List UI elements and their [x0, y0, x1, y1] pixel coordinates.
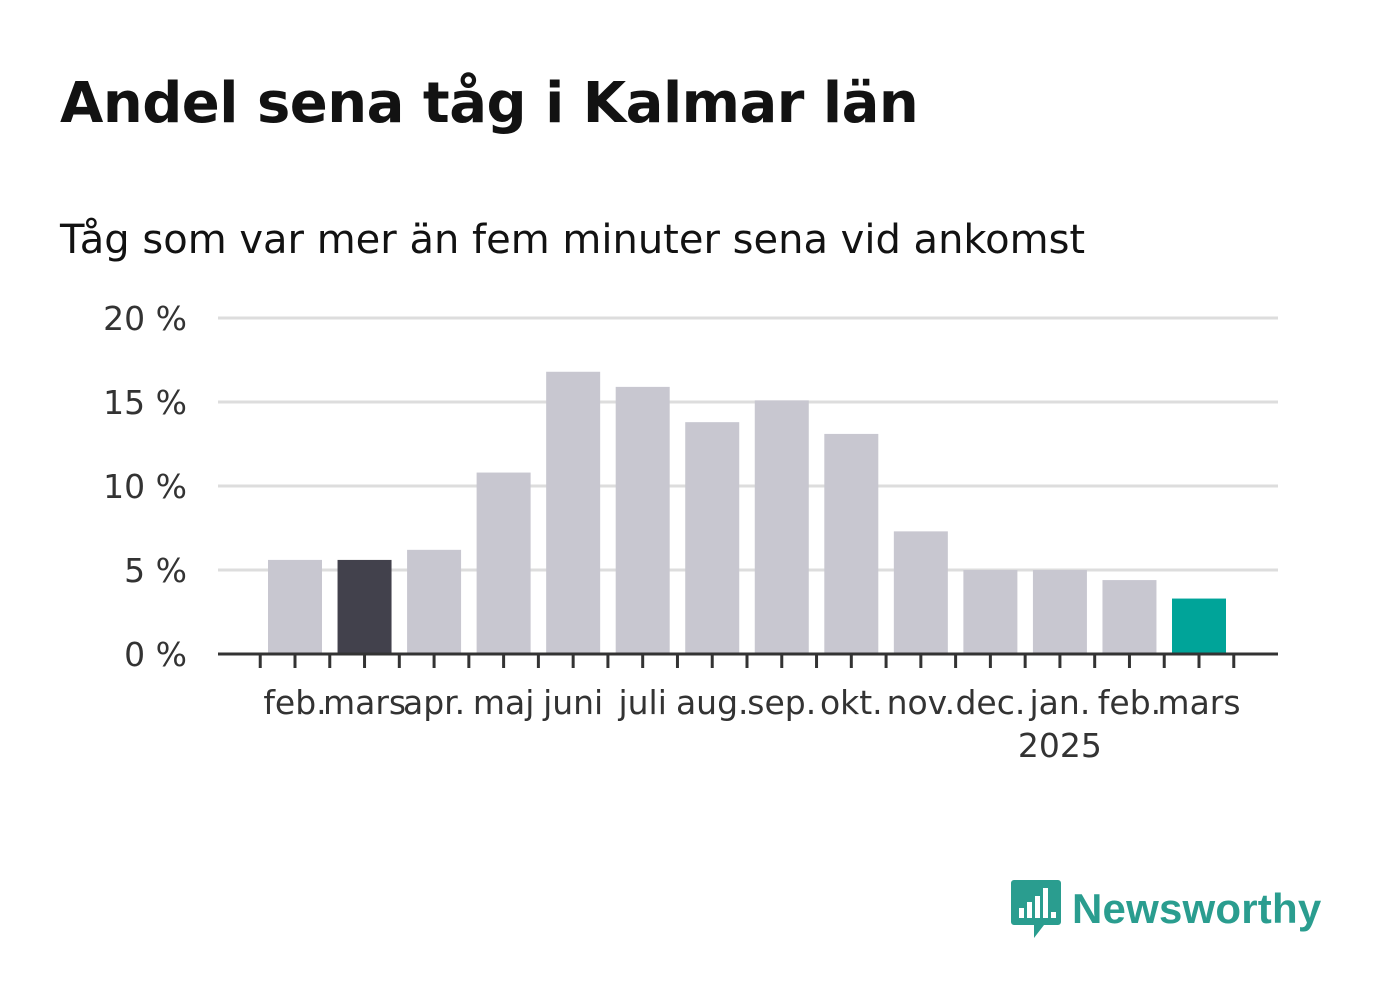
grid-lines	[218, 316, 1278, 572]
x-tick-label: feb.	[1098, 683, 1161, 722]
y-tick-label: 20 %	[103, 299, 187, 338]
x-tick-label: apr.	[403, 683, 465, 722]
bar	[1172, 598, 1226, 654]
x-tick-label: jan.	[1029, 683, 1091, 722]
bar	[1102, 580, 1157, 654]
bar	[546, 371, 601, 654]
y-tick-label: 5 %	[124, 551, 187, 590]
newsworthy-logo: Newsworthy	[1010, 878, 1321, 940]
x-tick-label: mars	[323, 683, 406, 722]
x-tick-label: aug.	[676, 683, 749, 722]
bar	[268, 559, 322, 654]
x-tick-label: juni	[542, 683, 603, 722]
bar	[824, 433, 879, 654]
bar	[963, 570, 1018, 654]
x-year-label: 2025	[1018, 726, 1102, 765]
y-tick-label: 0 %	[124, 635, 187, 674]
bar	[407, 549, 462, 654]
brand-name: Newsworthy	[1072, 885, 1322, 932]
bar	[476, 472, 531, 654]
x-tick-label: sep.	[747, 683, 816, 722]
x-tick-label: maj	[473, 683, 535, 722]
chart-title: Andel sena tåg i Kalmar län	[60, 71, 919, 136]
bar	[337, 559, 392, 654]
newsworthy-logo-icon	[1011, 880, 1061, 938]
y-tick-label: 15 %	[103, 383, 187, 422]
bar	[685, 422, 740, 654]
x-axis	[218, 652, 1278, 668]
bars	[268, 371, 1226, 654]
x-tick-label: juli	[617, 683, 666, 722]
x-tick-label: feb.	[263, 683, 326, 722]
bar	[615, 386, 670, 654]
chart-subtitle: Tåg som var mer än fem minuter sena vid …	[60, 217, 1086, 263]
x-tick-label: okt.	[820, 683, 883, 722]
x-tick-label: mars	[1157, 683, 1240, 722]
bar	[1032, 570, 1087, 654]
bar	[754, 400, 809, 654]
x-tick-label: dec.	[955, 683, 1025, 722]
y-tick-label: 10 %	[103, 467, 187, 506]
x-tick-label: nov.	[887, 683, 956, 722]
bar	[893, 531, 948, 654]
